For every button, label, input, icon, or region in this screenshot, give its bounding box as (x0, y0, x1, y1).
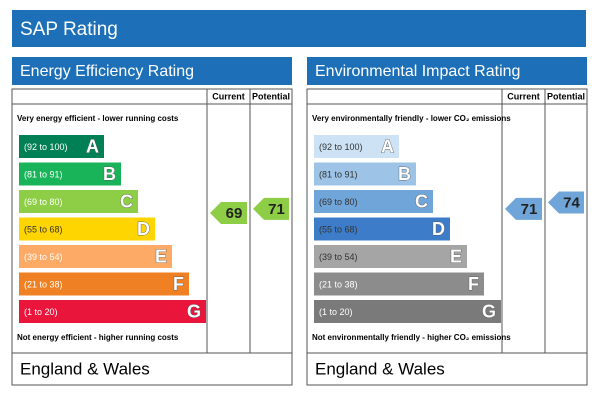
band-range: (1 to 20) (24, 307, 58, 317)
rating-value: 69 (226, 205, 243, 222)
rating-arrow (548, 191, 584, 214)
band (314, 135, 399, 158)
top-note: Very environmentally friendly - lower CO… (312, 114, 511, 123)
band-letter: D (137, 219, 150, 239)
band-letter: F (173, 274, 184, 294)
band-range: (21 to 38) (319, 279, 358, 289)
band (314, 300, 501, 323)
rating-value: 71 (521, 201, 538, 218)
column-header: Potential (252, 91, 290, 101)
band (19, 135, 104, 158)
bottom-note: Not environmentally friendly - higher CO… (312, 333, 511, 342)
band (314, 162, 416, 186)
band (19, 245, 172, 268)
panel-title: Environmental Impact Rating (315, 63, 520, 80)
band (314, 245, 467, 268)
band-letter: C (415, 191, 428, 211)
bottom-note: Not energy efficient - higher running co… (17, 333, 179, 342)
column-header: Current (507, 91, 540, 101)
band-range: (39 to 54) (319, 252, 358, 262)
band-range: (1 to 20) (319, 307, 353, 317)
band (314, 272, 484, 296)
band-letter: B (103, 164, 116, 184)
band-range: (55 to 68) (319, 224, 358, 234)
band-range: (92 to 100) (24, 142, 68, 152)
band-letter: G (482, 301, 496, 321)
rating-value: 74 (563, 195, 580, 212)
band (19, 272, 189, 296)
band-range: (81 to 91) (319, 169, 358, 179)
band-letter: B (398, 164, 411, 184)
band-range: (21 to 38) (24, 279, 63, 289)
band (314, 217, 450, 241)
top-note: Very energy efficient - lower running co… (17, 114, 179, 123)
column-header: Current (212, 91, 245, 101)
band-letter: A (381, 136, 394, 156)
band-range: (55 to 68) (24, 224, 63, 234)
panel-frame (306, 88, 588, 386)
panel-title: Energy Efficiency Rating (20, 63, 194, 80)
band-range: (69 to 80) (24, 197, 63, 207)
column-header: Potential (547, 91, 585, 101)
band-letter: F (468, 274, 479, 294)
band-letter: E (450, 246, 462, 266)
band-letter: G (187, 301, 201, 321)
band-letter: A (86, 136, 99, 156)
band (19, 162, 121, 186)
band-range: (92 to 100) (319, 142, 363, 152)
band (19, 190, 138, 213)
band-range: (81 to 91) (24, 169, 63, 179)
footer: England & Wales (20, 359, 150, 378)
rating-arrow (505, 197, 542, 220)
rating-value: 71 (268, 201, 285, 218)
band-letter: E (155, 246, 167, 266)
band-letter: D (432, 219, 445, 239)
panel-title-bar (12, 57, 292, 85)
band (19, 217, 155, 241)
panel-frame (11, 88, 293, 386)
header-title: SAP Rating (20, 19, 118, 40)
band (314, 190, 433, 213)
band-range: (69 to 80) (319, 197, 358, 207)
panel-title-bar (307, 57, 587, 85)
footer: England & Wales (315, 359, 445, 378)
band-range: (39 to 54) (24, 252, 63, 262)
band (19, 300, 206, 323)
header-bar (12, 10, 586, 47)
band-letter: C (120, 191, 133, 211)
rating-arrow (253, 197, 289, 220)
rating-arrow (210, 202, 247, 224)
